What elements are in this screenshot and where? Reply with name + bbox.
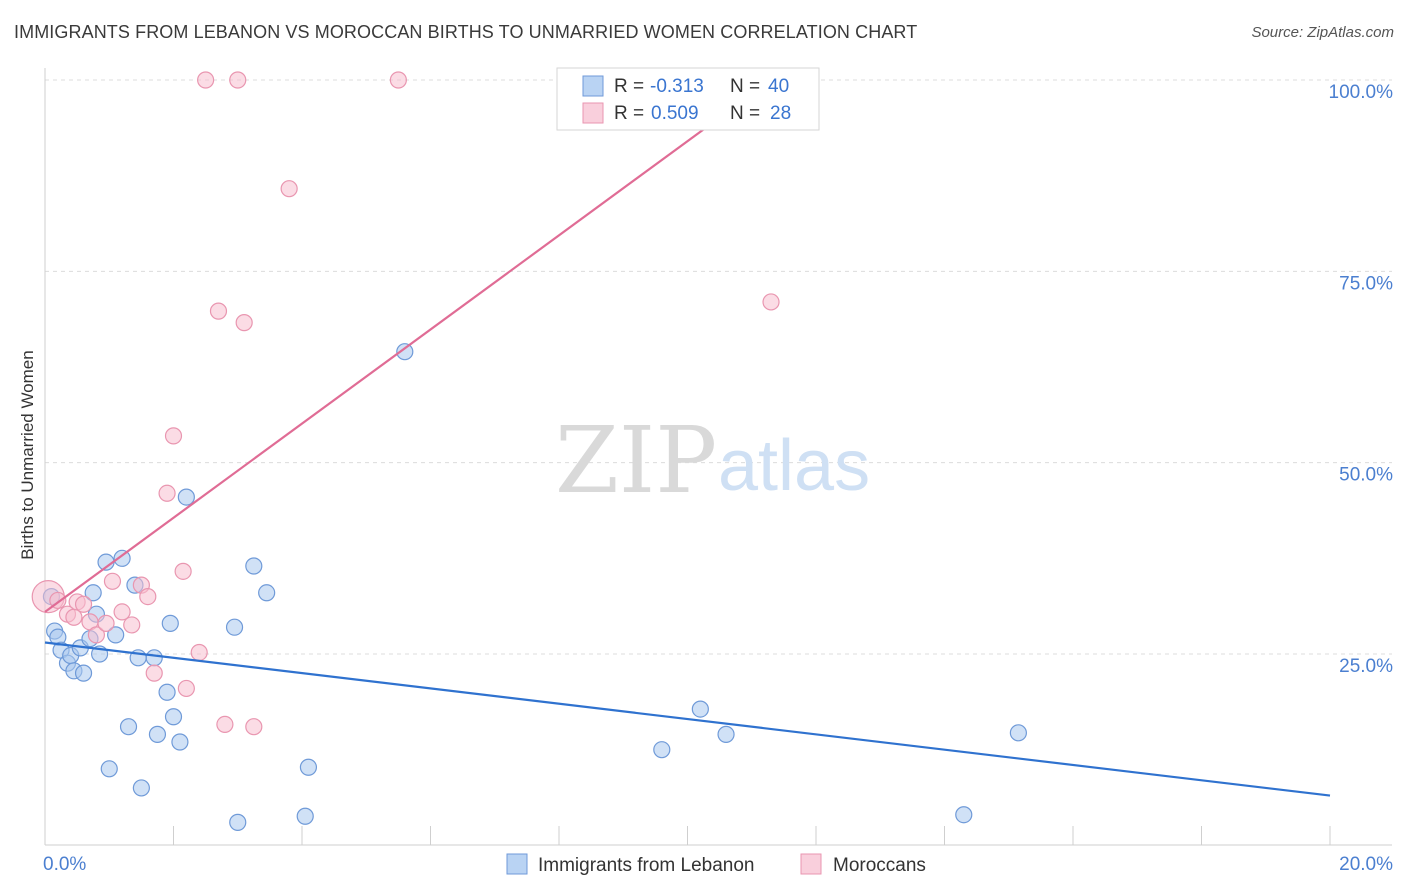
- bottom-legend-label-moroccans: Moroccans: [833, 855, 926, 876]
- lebanon-point-38: [955, 806, 973, 824]
- correlation-legend: R = -0.313 N = 40 R = 0.509 N = 28: [556, 67, 820, 131]
- lebanon-point-15: [107, 626, 125, 644]
- moroccans-point-13: [139, 587, 157, 606]
- moroccans-point-11: [123, 616, 141, 634]
- lebanon-point-39: [1009, 724, 1027, 742]
- trend-line-moroccans: [44, 79, 772, 613]
- moroccans-point-16: [164, 427, 183, 445]
- moroccans-point-15: [158, 484, 176, 502]
- lebanon-point-29: [229, 813, 247, 831]
- lebanon-point-35: [653, 741, 671, 759]
- legend-n-value-1: 40: [768, 76, 789, 97]
- y-tick-label-75: 75.0%: [1339, 273, 1393, 294]
- data-points: [31, 71, 1027, 831]
- legend-swatch-pink: [582, 102, 604, 124]
- tick-labels: 25.0% 50.0% 75.0% 100.0% 0.0% 20.0%: [43, 82, 1393, 875]
- moroccans-point-18: [177, 679, 195, 698]
- x-tick-label-max: 20.0%: [1339, 854, 1393, 875]
- lebanon-point-24: [161, 614, 179, 632]
- lebanon-point-17: [119, 718, 138, 736]
- lebanon-point-26: [171, 733, 189, 751]
- moroccans-point-19: [190, 643, 208, 662]
- legend-r-label-2: R =: [614, 103, 644, 124]
- source-label: Source: ZipAtlas.com: [1251, 24, 1394, 41]
- lebanon-point-8: [74, 664, 93, 682]
- legend-n-label-1: N =: [730, 76, 760, 97]
- y-tick-label-50: 50.0%: [1339, 465, 1393, 486]
- lebanon-point-36: [691, 700, 709, 718]
- lebanon-point-33: [299, 758, 318, 776]
- moroccans-point-14: [145, 664, 163, 682]
- lebanon-point-27: [177, 488, 195, 506]
- moroccans-point-20: [197, 71, 215, 89]
- moroccans-point-26: [280, 180, 298, 198]
- legend-r-value-1: -0.313: [650, 76, 704, 97]
- bottom-legend-swatch-blue: [506, 853, 528, 875]
- moroccans-point-9: [103, 572, 122, 590]
- trend-line-lebanon: [44, 641, 1331, 797]
- lebanon-point-30: [245, 557, 263, 575]
- lebanon-point-20: [132, 779, 150, 797]
- moroccans-point-21: [209, 302, 228, 320]
- chart-title: IMMIGRANTS FROM LEBANON VS MOROCCAN BIRT…: [14, 22, 918, 42]
- bottom-legend-swatch-pink: [800, 853, 822, 875]
- lebanon-point-14: [100, 760, 118, 778]
- bottom-legend-label-lebanon: Immigrants from Lebanon: [538, 855, 755, 876]
- y-tick-label-100: 100.0%: [1329, 82, 1394, 103]
- y-tick-label-25: 25.0%: [1339, 656, 1393, 677]
- lebanon-point-16: [113, 549, 131, 567]
- moroccans-point-10: [113, 603, 131, 621]
- moroccans-point-8: [97, 614, 115, 632]
- moroccans-point-5: [74, 595, 93, 613]
- lebanon-point-34: [396, 343, 414, 361]
- axes: [44, 68, 1392, 846]
- lebanon-point-23: [158, 683, 176, 701]
- watermark-zip: ZIP: [555, 407, 717, 514]
- x-tick-label-min: 0.0%: [43, 854, 86, 875]
- legend-r-label-1: R =: [614, 76, 644, 97]
- trend-lines: [44, 79, 1331, 797]
- legend-n-value-2: 28: [770, 103, 791, 124]
- series-moroccans: [31, 71, 780, 736]
- moroccans-point-25: [245, 718, 263, 736]
- lebanon-point-21: [145, 649, 163, 667]
- series-legend: Immigrants from Lebanon Moroccans: [506, 853, 926, 876]
- lebanon-point-25: [164, 708, 183, 726]
- moroccans-point-23: [229, 71, 247, 89]
- lebanon-point-37: [717, 725, 735, 743]
- moroccans-point-17: [174, 562, 192, 580]
- lebanon-point-10: [84, 584, 102, 602]
- legend-swatch-blue: [582, 75, 604, 97]
- lebanon-point-22: [148, 725, 167, 743]
- moroccans-point-7: [87, 626, 106, 644]
- moroccans-point-22: [216, 715, 234, 734]
- legend-r-value-2: 0.509: [651, 103, 699, 124]
- moroccans-point-27: [389, 71, 407, 89]
- legend-n-label-2: N =: [730, 103, 760, 124]
- watermark: ZIP atlas: [555, 407, 870, 514]
- watermark-atlas: atlas: [718, 426, 870, 506]
- moroccans-point-28: [762, 293, 780, 311]
- lebanon-point-28: [225, 618, 244, 636]
- lebanon-point-32: [296, 807, 314, 825]
- series-lebanon: [42, 343, 1027, 831]
- moroccans-point-24: [235, 314, 253, 332]
- lebanon-point-31: [258, 584, 276, 602]
